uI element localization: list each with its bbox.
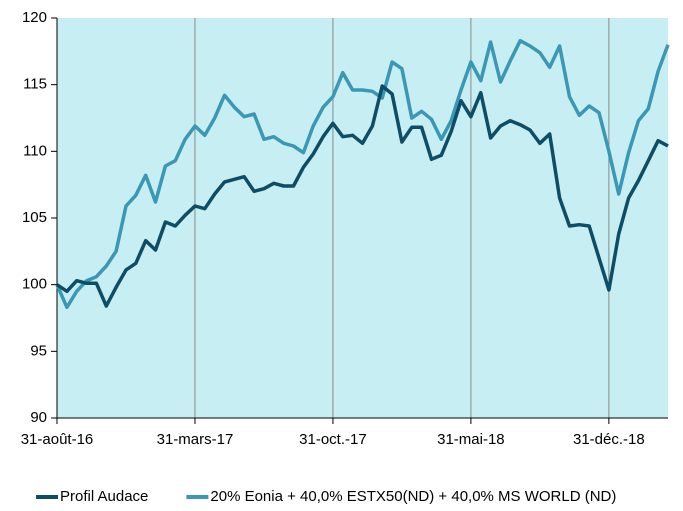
y-tick-label: 105: [22, 209, 47, 226]
series-line: [55, 38, 670, 310]
plot-background: [57, 18, 668, 418]
series-line: [56, 84, 669, 308]
legend-label: Profil Audace: [60, 488, 148, 505]
y-tick-label: 100: [22, 276, 47, 293]
x-tick-label: 31-mai-18: [437, 431, 505, 448]
x-tick-label: 31-août-16: [21, 431, 94, 448]
x-tick-label: 31-mars-17: [157, 431, 234, 448]
y-tick-label: 110: [23, 142, 47, 159]
y-tick-label: 90: [30, 409, 47, 426]
y-tick-label: 115: [23, 76, 47, 93]
y-tick-label: 120: [22, 9, 47, 26]
legend-label: 20% Eonia + 40,0% ESTX50(ND) + 40,0% MS …: [210, 488, 616, 505]
x-tick-label: 31-déc.-18: [573, 431, 645, 448]
x-tick-label: 31-oct.-17: [299, 431, 367, 448]
y-tick-label: 95: [30, 342, 47, 359]
